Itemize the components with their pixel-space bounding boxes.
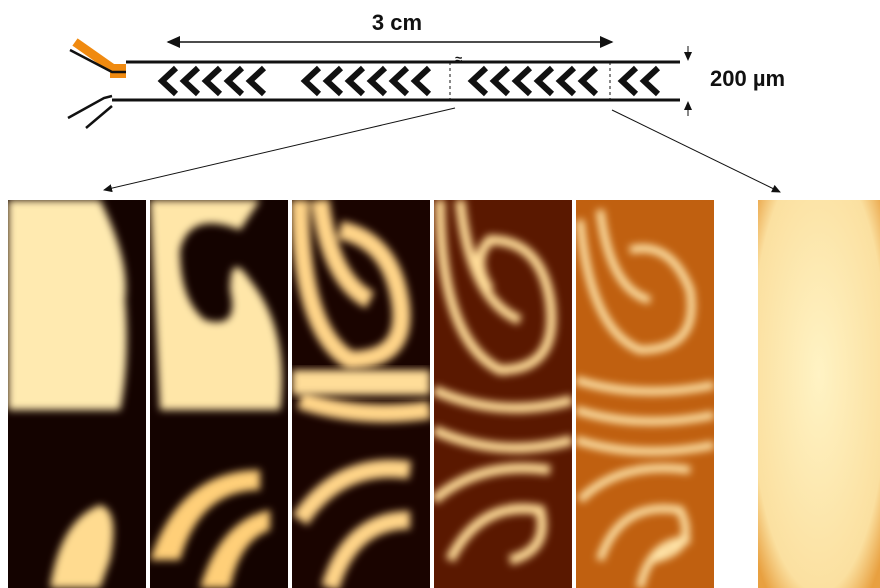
chevron bbox=[467, 65, 489, 97]
panel bbox=[150, 200, 288, 588]
panel bbox=[434, 200, 572, 588]
chevron bbox=[322, 65, 344, 97]
chevron bbox=[577, 65, 599, 97]
chevrons bbox=[157, 65, 661, 97]
chevron bbox=[533, 65, 555, 97]
chevron bbox=[300, 65, 322, 97]
chevron bbox=[344, 65, 366, 97]
panel bbox=[576, 200, 714, 588]
chevron bbox=[617, 65, 639, 97]
width-label: 200 µm bbox=[710, 66, 785, 91]
chevron bbox=[201, 65, 223, 97]
chevron bbox=[555, 65, 577, 97]
chevron bbox=[366, 65, 388, 97]
inlet-orange bbox=[72, 38, 115, 72]
panel bbox=[8, 200, 146, 588]
break-mark: ≈ bbox=[455, 51, 462, 66]
chevron bbox=[511, 65, 533, 97]
chevron bbox=[639, 65, 661, 97]
pointer bbox=[103, 107, 456, 193]
chevron bbox=[410, 65, 432, 97]
length-label: 3 cm bbox=[372, 10, 422, 35]
chevron bbox=[179, 65, 201, 97]
panel-mixed bbox=[758, 200, 880, 588]
chevron bbox=[223, 65, 245, 97]
inlet bbox=[67, 48, 126, 129]
chevron bbox=[157, 65, 179, 97]
pointer bbox=[611, 109, 781, 193]
panel bbox=[292, 200, 430, 588]
chevron bbox=[245, 65, 267, 97]
chevron bbox=[388, 65, 410, 97]
chevron bbox=[489, 65, 511, 97]
